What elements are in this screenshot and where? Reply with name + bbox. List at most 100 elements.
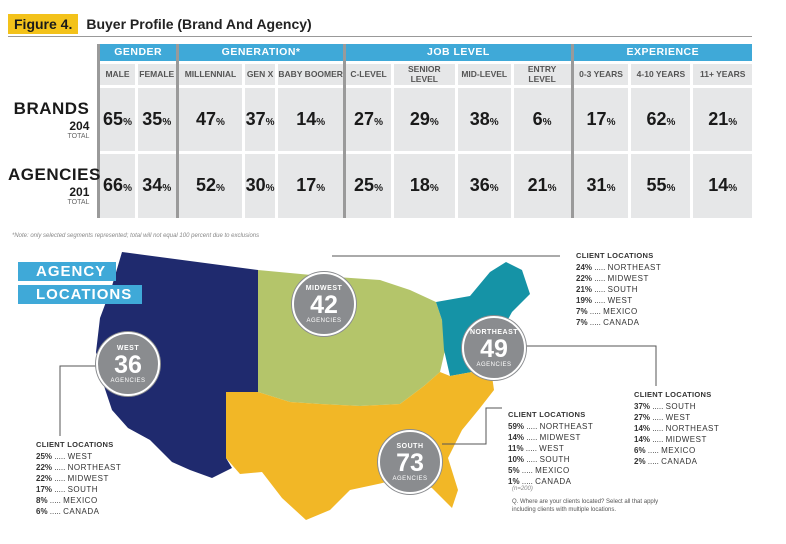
value-number: 21 (527, 175, 548, 196)
client-locations-title: CLIENT LOCATIONS (508, 410, 586, 419)
client-location-region: MEXICO (603, 307, 638, 316)
value-unit: % (666, 183, 676, 195)
value-unit: % (728, 183, 738, 195)
leader-dots: ..... (52, 463, 68, 472)
value-unit: % (316, 183, 326, 195)
value-cell: 14% (690, 150, 752, 218)
client-location-region: MIDWEST (607, 274, 649, 283)
group-header-row: GENDER GENERATION* JOB LEVEL EXPERIENCE (8, 44, 752, 62)
client-location-item: 17% ..... SOUTH (36, 484, 121, 495)
client-location-pct: 7% (576, 307, 588, 316)
footnote-line: including clients with multiple location… (512, 507, 617, 513)
client-location-pct: 6% (634, 446, 646, 455)
client-location-region: CANADA (535, 477, 572, 486)
region-sublabel: AGENCIES (110, 378, 146, 384)
client-location-item: 1% ..... CANADA (508, 476, 593, 487)
value-number: 66 (103, 175, 124, 196)
value-number: 6 (532, 108, 543, 129)
client-location-region: MIDWEST (539, 433, 581, 442)
leader-dots: ..... (524, 422, 540, 431)
client-location-item: 37% ..... SOUTH (634, 401, 719, 412)
client-location-pct: 10% (508, 455, 525, 464)
value-number: 14 (708, 175, 729, 196)
region-name: WEST (116, 345, 140, 352)
client-location-region: NORTHEAST (539, 422, 594, 431)
row-total-label: TOTAL (67, 132, 90, 140)
client-location-item: 11% ..... WEST (508, 443, 593, 454)
value-cell: 21% (510, 150, 573, 218)
column-header: 0-3 YEARS (570, 60, 630, 86)
client-location-item: 25% ..... WEST (36, 451, 121, 462)
value-unit: % (542, 116, 552, 128)
leader-dots: ..... (592, 263, 608, 272)
figure-header: Figure 4. Buyer Profile (Brand And Agenc… (8, 14, 312, 34)
leader-dots: ..... (592, 296, 608, 305)
row-total-label: TOTAL (67, 198, 90, 206)
client-location-region: WEST (539, 444, 565, 453)
value-unit: % (316, 116, 326, 128)
client-location-item: 7% ..... MEXICO (576, 306, 661, 317)
client-location-item: 10% ..... SOUTH (508, 454, 593, 465)
leader-dots: ..... (592, 274, 608, 283)
client-location-region: MIDWEST (665, 435, 707, 444)
value-number: 35 (142, 108, 163, 129)
leader-dots: ..... (645, 457, 662, 466)
client-location-region: CANADA (63, 507, 100, 516)
client-location-region: MEXICO (535, 466, 570, 475)
client-location-item: 8% ..... MEXICO (36, 495, 121, 506)
client-location-region: MEXICO (661, 446, 696, 455)
value-unit: % (123, 183, 132, 195)
value-number: 65 (103, 108, 124, 129)
client-location-item: 27% ..... WEST (634, 412, 719, 423)
client-location-pct: 6% (36, 507, 48, 516)
value-cell: 31% (570, 150, 630, 218)
row-label: AGENCIES 201 TOTAL (8, 152, 100, 218)
value-unit: % (374, 183, 383, 195)
leader-dots: ..... (519, 466, 536, 475)
region-sublabel: AGENCIES (306, 318, 342, 324)
region-circle-west: WEST 36 AGENCIES (96, 332, 160, 396)
leader-dots: ..... (650, 435, 666, 444)
value-number: 25 (354, 175, 375, 196)
client-location-pct: 14% (508, 433, 525, 442)
column-header-row: MALE FEMALE MILLENNIAL GEN X BABY BOOMER… (8, 60, 752, 86)
leader-dots: ..... (592, 285, 608, 294)
region-name: SOUTH (396, 443, 424, 450)
value-cell: 66% (97, 150, 137, 218)
leader-dots: ..... (524, 433, 540, 442)
row-count: 204 (69, 118, 90, 133)
client-location-item: 7% ..... CANADA (576, 317, 661, 328)
value-cell: 17% (570, 84, 630, 152)
value-unit: % (489, 183, 499, 195)
client-location-item: 6% ..... CANADA (36, 506, 121, 517)
leader-dots: ..... (52, 474, 68, 483)
leader-dots: ..... (650, 424, 666, 433)
value-unit: % (374, 116, 383, 128)
value-number: 18 (409, 175, 430, 196)
leader-dots: ..... (47, 507, 64, 516)
leader-dots: ..... (519, 477, 536, 486)
value-cell: 14% (275, 84, 345, 152)
value-unit: % (216, 183, 225, 195)
client-location-region: CANADA (661, 457, 698, 466)
map-title-line: LOCATIONS (18, 285, 143, 304)
client-location-region: SOUTH (665, 402, 697, 411)
column-header: ENTRY LEVEL (510, 60, 573, 86)
value-number: 34 (142, 175, 163, 196)
value-cell: 29% (390, 84, 457, 152)
buyer-profile-table: GENDER GENERATION* JOB LEVEL EXPERIENCE … (8, 44, 752, 218)
client-location-region: NORTHEAST (607, 263, 662, 272)
client-locations-title: CLIENT LOCATIONS (36, 440, 114, 449)
region-count: 73 (396, 449, 424, 477)
value-cell: 38% (454, 84, 513, 152)
client-location-region: NORTHEAST (665, 424, 720, 433)
client-location-pct: 1% (508, 477, 520, 486)
client-locations-south: CLIENT LOCATIONS 59% ..... NORTHEAST 14% … (508, 410, 593, 487)
map-title: AGENCY LOCATIONS (18, 262, 143, 308)
client-location-item: 6% ..... MEXICO (634, 445, 719, 456)
table-note: *Note: only selected segments represente… (12, 233, 260, 239)
client-location-pct: 37% (634, 402, 651, 411)
value-cell: 55% (628, 150, 692, 218)
client-location-region: SOUTH (67, 485, 99, 494)
leader-dots: ..... (523, 444, 540, 453)
